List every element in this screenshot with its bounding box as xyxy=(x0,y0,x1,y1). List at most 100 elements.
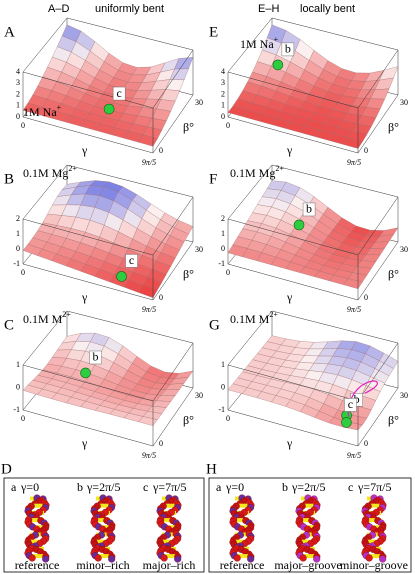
panel-letter: C xyxy=(4,317,14,333)
item-gamma: γ=7π/5 xyxy=(357,480,391,494)
backbone-atom xyxy=(174,555,182,563)
surface-cell xyxy=(138,134,158,147)
y-tick-label: 0 xyxy=(364,439,368,448)
base-pair xyxy=(30,518,44,523)
y-tick-label: 30 xyxy=(195,245,203,254)
base-pair xyxy=(235,503,249,508)
marker xyxy=(341,417,352,428)
box-edge xyxy=(357,94,399,154)
condition: 1M Na+ xyxy=(23,103,62,118)
x-tick-label: 0 xyxy=(226,268,230,277)
y-tick-label: 0 xyxy=(364,146,368,155)
z-tick-label: -1 xyxy=(218,259,225,268)
surface-plot xyxy=(22,310,194,447)
x-tick-label: 9π/5 xyxy=(142,158,156,167)
box-edge xyxy=(22,164,68,220)
backbone-atom xyxy=(108,555,116,563)
box-edge xyxy=(152,241,194,301)
condition: 0.1M M2+ xyxy=(230,310,278,325)
base-pair xyxy=(162,518,176,523)
item-gamma: γ=0 xyxy=(225,480,244,494)
base-pair xyxy=(96,518,110,523)
z-tick-label: 4 xyxy=(16,67,20,76)
base-pair xyxy=(162,554,176,559)
x-axis-label: γ xyxy=(81,143,88,157)
box-edge xyxy=(22,364,154,402)
base-pair xyxy=(235,518,249,523)
backbone-atom xyxy=(313,555,321,563)
base-pair xyxy=(367,518,381,523)
box-edge xyxy=(66,164,194,198)
x-tick-label: 9π/5 xyxy=(142,451,156,460)
marker xyxy=(103,103,115,115)
y-tick-label: 30 xyxy=(400,98,408,107)
header-right: E–H xyxy=(258,3,279,15)
backbone-atom xyxy=(299,554,307,562)
item-label: a xyxy=(11,480,17,494)
marker-label-box xyxy=(89,350,102,365)
x-tick-label: 0 xyxy=(226,414,230,423)
x-axis-label: γ xyxy=(81,290,88,304)
x-axis-label: γ xyxy=(286,290,293,304)
base-pair xyxy=(30,503,44,508)
item-gamma: γ=2π/5 xyxy=(291,480,325,494)
x-tick-label: 0 xyxy=(21,121,25,130)
z-tick-label: 0 xyxy=(16,244,20,253)
surface-cell xyxy=(343,137,363,149)
surface-cell xyxy=(343,278,363,289)
y-tick-label: 0 xyxy=(159,146,163,155)
base-pair xyxy=(301,518,315,523)
y-tick-label: 30 xyxy=(400,245,408,254)
x-tick-label: 9π/5 xyxy=(347,451,361,460)
panel-letter: E xyxy=(209,24,218,40)
condition-base: 0.1M M xyxy=(230,312,270,326)
box-edge xyxy=(152,94,194,154)
condition: 0.1M Mg2+ xyxy=(230,164,284,179)
x-axis-label: γ xyxy=(286,143,293,157)
surface-plot xyxy=(22,17,194,154)
z-tick-label: -1 xyxy=(13,405,20,414)
marker-label-box xyxy=(302,202,316,217)
y-tick-label: 30 xyxy=(195,391,203,400)
box-edge xyxy=(22,218,154,256)
box-edge xyxy=(227,218,359,256)
z-tick-label: 1 xyxy=(221,101,225,110)
marker-label: b xyxy=(306,202,312,216)
condition-sup: 2+ xyxy=(275,164,284,173)
item-caption: minor–rich xyxy=(76,558,129,572)
x-tick-label: 0 xyxy=(226,121,230,130)
condition-sup: + xyxy=(274,35,279,44)
x-tick-label: 9π/5 xyxy=(347,158,361,167)
z-tick-label: 2 xyxy=(221,214,225,223)
backbone-atom xyxy=(379,555,387,563)
box-edge xyxy=(152,342,194,402)
base-pair xyxy=(301,554,315,559)
box-edge xyxy=(66,17,194,51)
structure-box xyxy=(208,477,412,573)
marker xyxy=(116,271,127,282)
base-pair xyxy=(30,554,44,559)
marker-label-box xyxy=(125,254,138,268)
item-label: a xyxy=(216,480,222,494)
header-left: A–D xyxy=(48,3,69,15)
header-left-title: uniformly bent xyxy=(95,3,164,15)
z-tick-label: 0 xyxy=(16,382,20,391)
x-tick-label: 9π/5 xyxy=(347,305,361,314)
condition-sup: 2+ xyxy=(269,310,278,319)
y-tick-label: 0 xyxy=(159,439,163,448)
marker-label-box xyxy=(281,42,295,57)
y-tick-label: 30 xyxy=(195,98,203,107)
panel-letter: B xyxy=(4,171,14,187)
y-axis-label: β° xyxy=(388,413,399,427)
backbone-atom xyxy=(94,554,102,562)
x-axis-label: γ xyxy=(81,436,88,450)
box-edge xyxy=(227,364,359,402)
condition-sup: 2+ xyxy=(62,310,71,319)
item-gamma: γ=7π/5 xyxy=(152,480,186,494)
item-label: b xyxy=(282,480,288,494)
box-edge xyxy=(152,196,194,256)
item-label: b xyxy=(77,480,83,494)
z-tick-label: 2 xyxy=(16,214,20,223)
item-caption: minor–groove xyxy=(340,558,408,572)
